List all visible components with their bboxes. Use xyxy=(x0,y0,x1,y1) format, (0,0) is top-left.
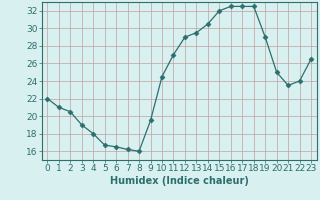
X-axis label: Humidex (Indice chaleur): Humidex (Indice chaleur) xyxy=(110,176,249,186)
